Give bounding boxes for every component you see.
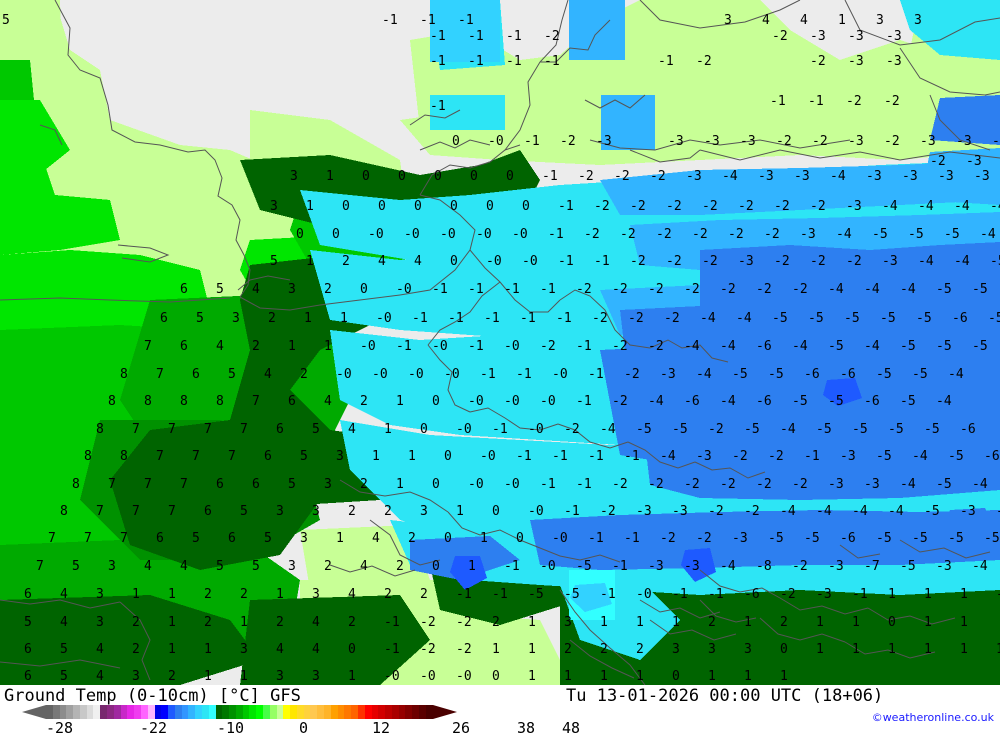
colorbar-swatch <box>174 705 182 719</box>
colorbar-swatch <box>337 705 345 719</box>
colorbar-swatch <box>52 705 60 719</box>
colorbar-tick: -22 <box>140 719 168 733</box>
colorbar-swatch <box>398 705 406 719</box>
colorbar-swatch <box>235 705 243 719</box>
colorbar-swatch <box>66 705 74 719</box>
colorbar-tick: 0 <box>299 719 309 733</box>
colorbar-swatch <box>127 705 135 719</box>
colorbar-swatch <box>201 705 209 719</box>
map-canvas <box>0 0 1000 685</box>
colorbar-tick: 26 <box>452 719 471 733</box>
colorbar-swatch <box>357 705 365 719</box>
colorbar-swatch <box>242 705 250 719</box>
colorbar-swatch <box>351 705 358 719</box>
colorbar-swatch <box>364 705 372 719</box>
colorbar-swatch <box>188 705 196 719</box>
colorbar-tick: 48 <box>562 719 581 733</box>
coastlines-and-borders <box>0 0 1000 685</box>
colorbar-swatch <box>140 705 148 719</box>
colorbar-swatch <box>283 705 291 719</box>
colorbar-swatch <box>86 705 94 719</box>
colorbar-swatch <box>107 705 114 719</box>
colorbar-tick: 12 <box>372 719 391 733</box>
colorbar-swatch <box>120 705 128 719</box>
colorbar-swatch <box>391 705 399 719</box>
colorbar-swatch <box>269 705 277 719</box>
colorbar-swatch <box>290 705 297 719</box>
map-valid-datetime: Tu 13-01-2026 00:00 UTC (18+06) <box>566 686 884 706</box>
colorbar-swatch <box>324 705 331 719</box>
colorbar-swatch <box>229 705 236 719</box>
colorbar-swatch <box>113 705 121 719</box>
colorbar-tick: -28 <box>46 719 74 733</box>
colorbar-swatch <box>79 705 87 719</box>
map-footer: Ground Temp (0-10cm) [°C] GFS Tu 13-01-2… <box>0 685 1000 733</box>
map-title: Ground Temp (0-10cm) [°C] GFS <box>4 686 301 706</box>
colorbar-swatch <box>256 705 263 719</box>
colorbar-swatch <box>215 705 223 719</box>
colorbar-left-arrow <box>22 705 46 719</box>
colorbar-swatch <box>385 705 392 719</box>
colorbar-right-arrow <box>433 705 457 719</box>
colorbar-tick: -10 <box>217 719 245 733</box>
colorbar-swatch <box>100 705 108 719</box>
colorbar-swatch <box>46 705 53 719</box>
colorbar-swatch <box>276 705 284 719</box>
colorbar-swatch <box>317 705 325 719</box>
colorbar-swatch <box>418 705 426 719</box>
colorbar-swatch <box>303 705 311 719</box>
colorbar-swatch <box>195 705 202 719</box>
colorbar-swatch <box>59 705 67 719</box>
colorbar-swatch <box>378 705 386 719</box>
temperature-contour-bands <box>0 0 1000 685</box>
colorbar-swatch <box>147 705 155 719</box>
colorbar-swatch <box>134 705 141 719</box>
colorbar-swatch <box>93 705 101 719</box>
colorbar-swatch <box>208 705 216 719</box>
colorbar-swatches <box>46 705 433 719</box>
colorbar-swatch <box>168 705 175 719</box>
copyright-credit: ©weatheronline.co.uk <box>871 711 994 724</box>
colorbar-swatch <box>344 705 352 719</box>
colorbar-swatch <box>412 705 419 719</box>
colorbar-swatch <box>371 705 379 719</box>
colorbar-swatch <box>310 705 318 719</box>
colorbar-swatch <box>161 705 169 719</box>
colorbar-swatch <box>263 705 270 719</box>
colorbar-swatch <box>296 705 304 719</box>
colorbar-swatch <box>425 705 433 719</box>
color-scale-legend[interactable]: -28 -22 -10 0 12 26 38 48 <box>22 705 580 733</box>
colorbar-swatch <box>330 705 338 719</box>
colorbar-swatch <box>222 705 230 719</box>
colorbar-swatch <box>405 705 413 719</box>
colorbar-swatch <box>249 705 257 719</box>
temperature-map[interactable]: 5 -1 -1 -1 3 4 4 1 3 3 -1 -1 -1 -2 -2 -3 -3 -3 -1 -1 -1 -1 -1-… <box>0 0 1000 685</box>
colorbar-swatch <box>181 705 189 719</box>
colorbar-tick: 38 <box>517 719 536 733</box>
colorbar-swatch <box>154 705 162 719</box>
colorbar-swatch <box>73 705 80 719</box>
